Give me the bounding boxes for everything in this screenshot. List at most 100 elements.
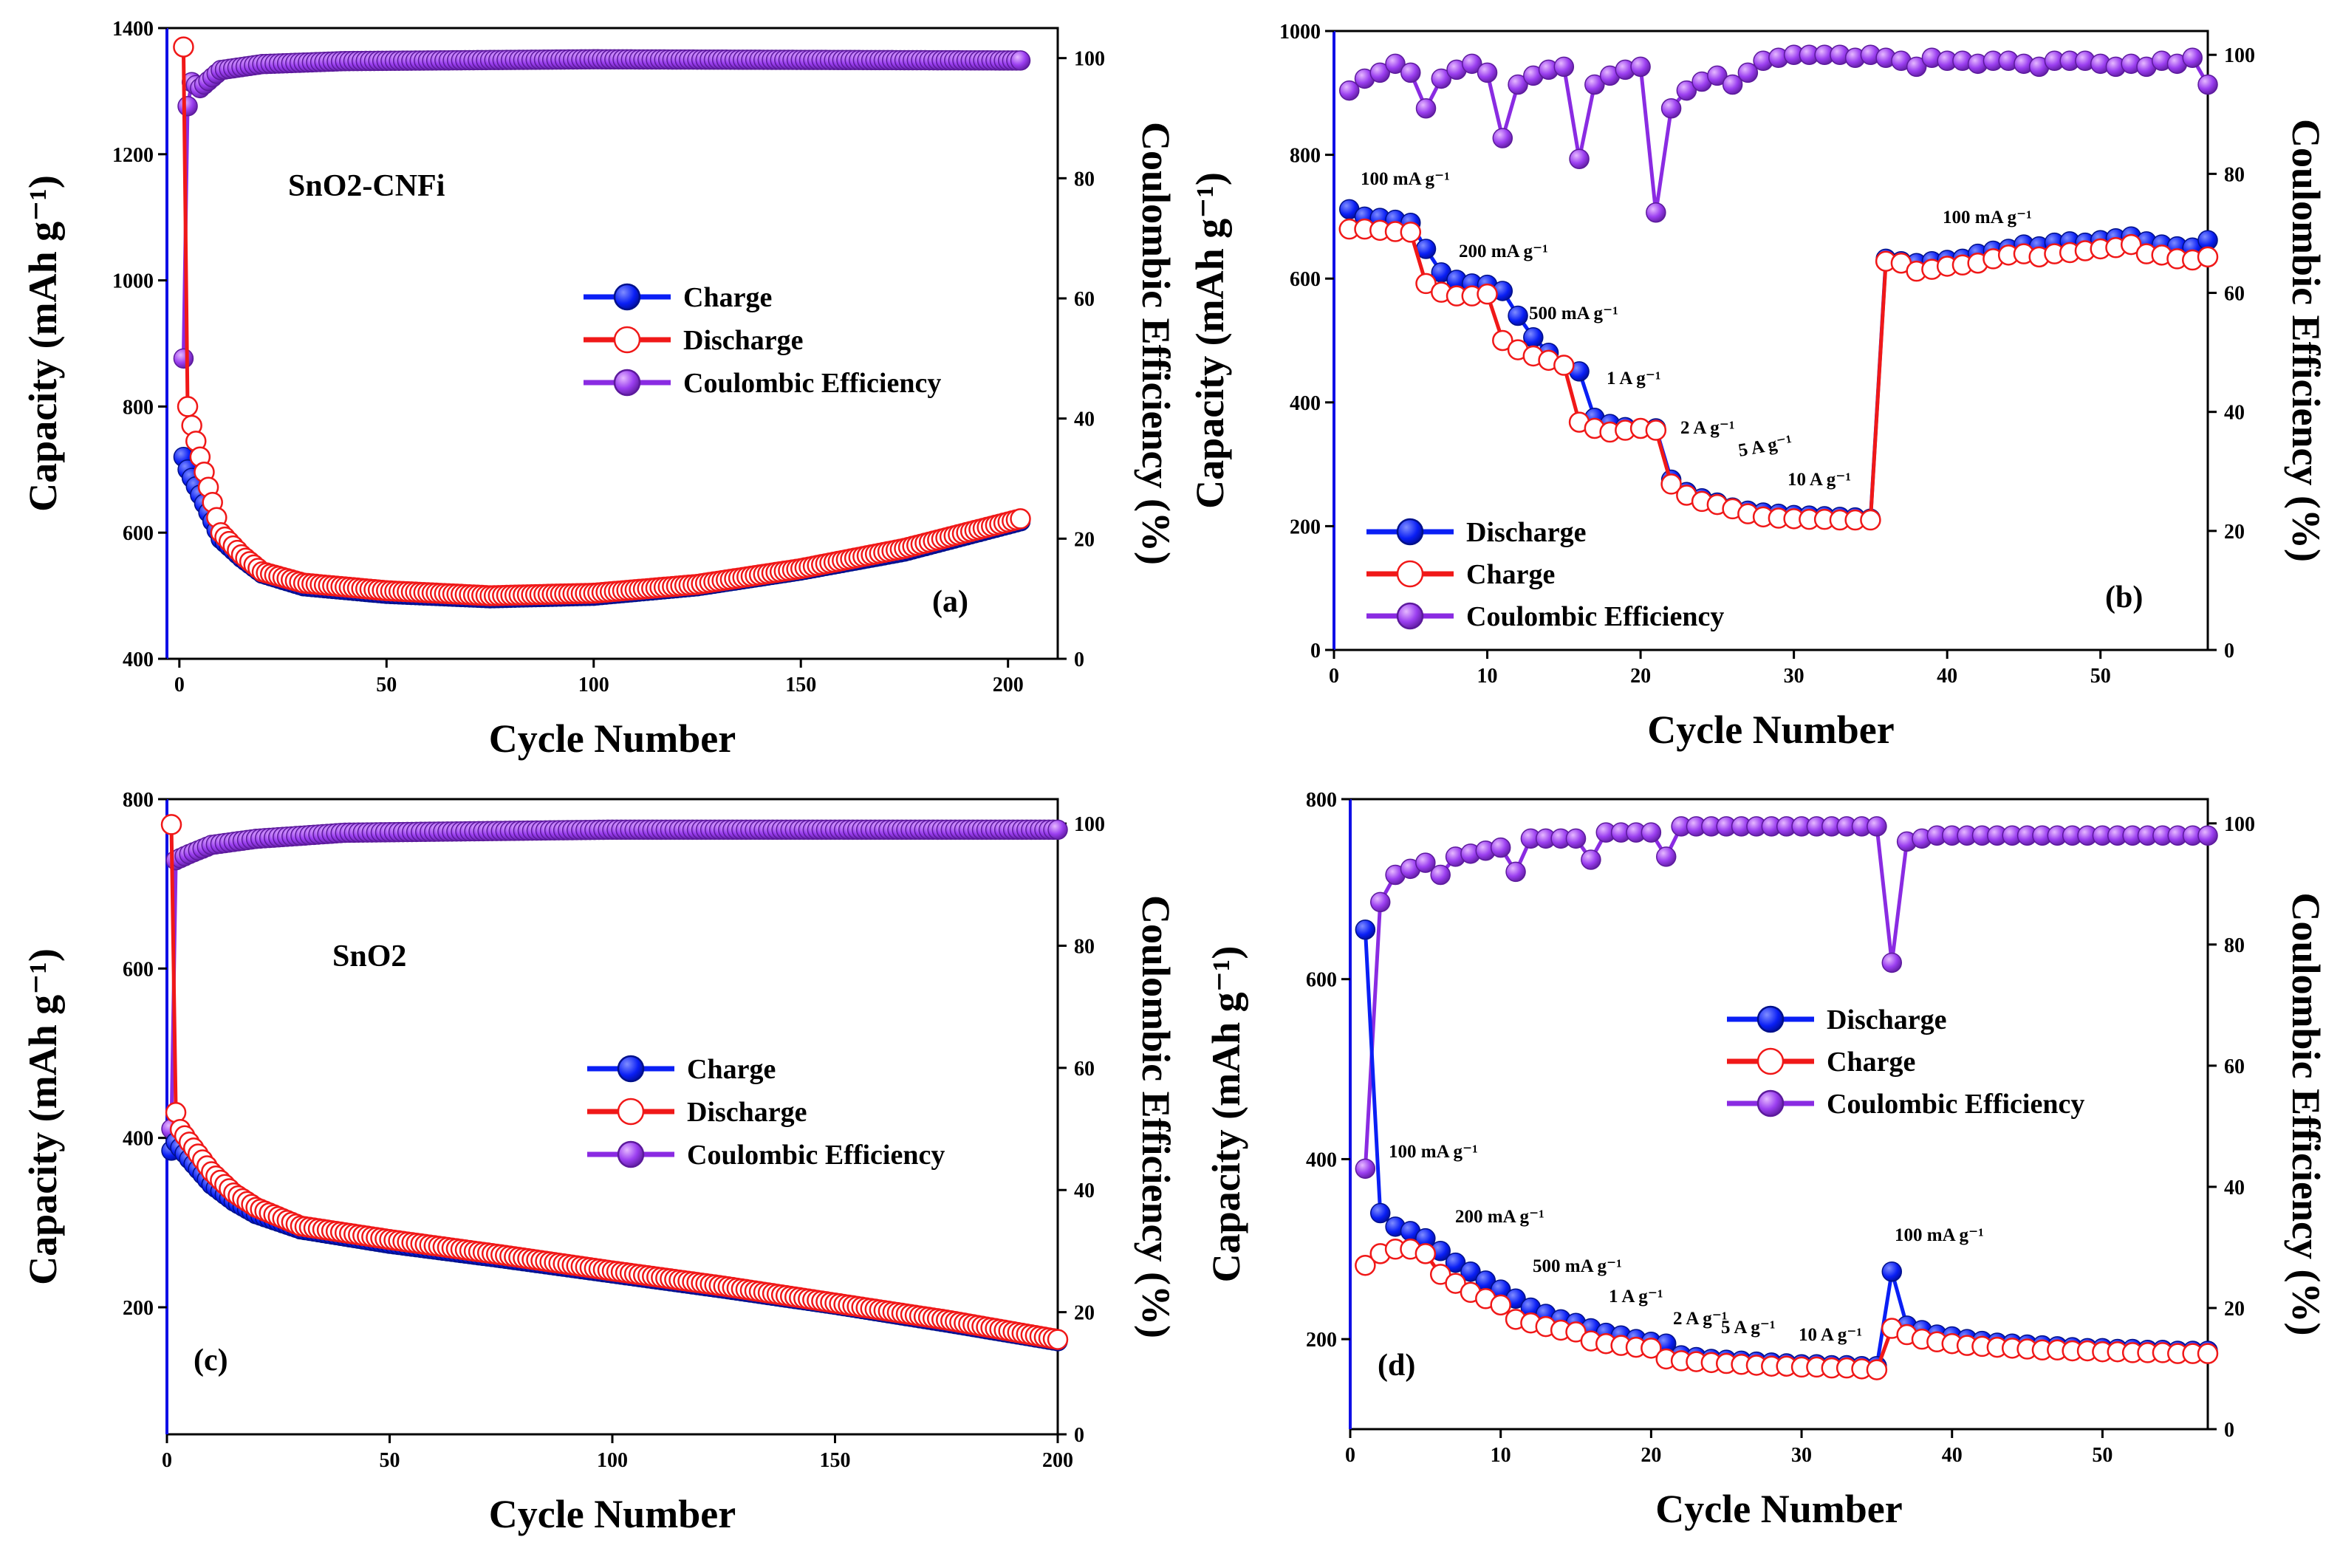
legend-label: Discharge xyxy=(1466,517,1587,548)
rate-annotation: 500 mA g⁻¹ xyxy=(1529,304,1618,323)
x-tick-label: 20 xyxy=(1641,1444,1661,1467)
y2-tick-label: 20 xyxy=(1074,528,1095,551)
y-axis-title: Capacity (mAh g⁻¹) xyxy=(1188,172,1232,509)
ce-point xyxy=(177,95,198,117)
y-axis-title: Capacity (mAh g⁻¹) xyxy=(21,175,65,512)
legend-marker xyxy=(613,326,641,354)
ce-point xyxy=(2197,74,2218,95)
charge-point xyxy=(1355,1254,1376,1276)
panel-b: 0 10 20 30 40 50 0 200 400 600 800 1000 0 20 40 60 80 100… xyxy=(1188,21,2328,752)
legend-label: Charge xyxy=(683,282,772,313)
y-tick-label: 200 xyxy=(1290,516,1321,538)
series-coulombic-efficiency xyxy=(1355,816,2218,1180)
legend-label: Discharge xyxy=(683,325,804,356)
y-tick-label: 1400 xyxy=(112,18,154,41)
legend-label: Coulombic Efficiency xyxy=(1466,601,1724,632)
y2-axis-title: Coulombic Efficiency (%) xyxy=(2284,119,2328,562)
x-tick-label: 100 xyxy=(597,1449,628,1472)
y-axis-title: Capacity (mAh g⁻¹) xyxy=(21,948,65,1285)
x-tick-label: 200 xyxy=(1042,1449,1073,1472)
ce-point xyxy=(1508,74,1528,95)
ce-point xyxy=(1369,62,1391,83)
x-tick-label: 30 xyxy=(1784,665,1804,688)
series-discharge xyxy=(173,36,1031,606)
rate-annotation: 100 mA g⁻¹ xyxy=(1943,208,2032,227)
ce-point xyxy=(1385,53,1406,75)
ce-point xyxy=(1490,837,1511,858)
ce-point xyxy=(1569,148,1590,169)
y2-tick-label: 80 xyxy=(1074,935,1095,958)
series-charge xyxy=(1355,1239,2219,1380)
ce-line xyxy=(1348,52,2210,213)
y2-tick-label: 40 xyxy=(1074,1180,1095,1202)
y2-tick-label: 20 xyxy=(2224,1298,2245,1321)
ce-point xyxy=(173,348,194,369)
y2-tick-label: 0 xyxy=(2224,640,2234,663)
ce-point xyxy=(1707,65,1728,86)
charge-point xyxy=(2197,246,2219,268)
panel-label: (a) xyxy=(932,585,968,619)
y-axis-title: Capacity (mAh g⁻¹) xyxy=(1204,946,1248,1283)
y-tick-label: 600 xyxy=(1306,969,1337,992)
discharge-point xyxy=(1355,919,1376,940)
legend-label: Charge xyxy=(1827,1047,1915,1078)
ce-point xyxy=(1047,819,1068,841)
sample-label: SnO2 xyxy=(332,939,406,973)
legend-label: Coulombic Efficiency xyxy=(683,368,941,399)
legend-label: Charge xyxy=(1466,559,1555,590)
legend-marker xyxy=(613,283,641,311)
charge-point xyxy=(1645,420,1667,441)
panel-label: (d) xyxy=(1378,1349,1415,1383)
discharge-point xyxy=(1881,1261,1903,1282)
charge-point xyxy=(1641,1338,1662,1359)
discharge-point xyxy=(1445,1252,1466,1273)
y2-axis-title: Coulombic Efficiency (%) xyxy=(1134,122,1178,565)
discharge-line xyxy=(181,47,1022,598)
ce-point xyxy=(1400,62,1421,83)
legend-marker xyxy=(617,1055,645,1083)
rate-annotation: 5 A g⁻¹ xyxy=(1721,1318,1776,1338)
legend-label: Charge xyxy=(687,1054,776,1085)
charge-point xyxy=(2120,233,2142,256)
x-tick-label: 0 xyxy=(1345,1444,1355,1467)
y2-axis-title: Coulombic Efficiency (%) xyxy=(1134,895,1178,1338)
legend-label: Discharge xyxy=(1827,1004,1947,1035)
y2-tick-label: 20 xyxy=(1074,1302,1095,1325)
y-tick-label: 600 xyxy=(1290,268,1321,291)
x-tick-label: 200 xyxy=(993,674,1024,696)
panel-c: 0 50 100 150 200 200 400 600 800 0 20 40 60 80 100 Cycl… xyxy=(21,789,1178,1536)
x-axis-title: Cycle Number xyxy=(1647,708,1894,752)
y2-tick-label: 60 xyxy=(1074,1058,1095,1081)
y-tick-label: 800 xyxy=(123,789,154,812)
legend-marker xyxy=(1756,1005,1785,1033)
discharge-point xyxy=(1369,1202,1391,1224)
legend-marker xyxy=(1756,1089,1785,1117)
ce-point xyxy=(1641,822,1662,843)
x-tick-label: 50 xyxy=(2092,1444,2112,1467)
ce-point xyxy=(1646,202,1666,223)
charge-point xyxy=(1477,283,1498,305)
panel-label: (b) xyxy=(2105,581,2143,614)
legend-marker xyxy=(613,369,641,397)
y2-axis-title: Coulombic Efficiency (%) xyxy=(2284,893,2328,1336)
ce-point xyxy=(1565,828,1587,849)
ce-point xyxy=(1722,74,1743,95)
series-coulombic-efficiency xyxy=(161,819,1068,1140)
discharge-point xyxy=(160,814,182,835)
y-tick-label: 1000 xyxy=(112,270,154,293)
ce-point xyxy=(1655,846,1677,867)
y-tick-label: 600 xyxy=(123,958,154,981)
x-axis-title: Cycle Number xyxy=(489,1492,736,1536)
y2-tick-label: 20 xyxy=(2224,521,2245,544)
y-tick-label: 400 xyxy=(123,1128,154,1151)
ce-point xyxy=(1415,98,1437,119)
ce-point xyxy=(1630,56,1651,78)
panel-d: 0 10 20 30 40 50 200 400 600 800 0 20 40 60 80 100 Cycle… xyxy=(1204,789,2328,1531)
ce-point xyxy=(1355,1158,1376,1180)
legend: Charge Discharge Coulombic Efficiency xyxy=(584,282,941,399)
y-tick-label: 600 xyxy=(123,522,154,545)
charge-point xyxy=(1400,222,1422,243)
y2-tick-label: 80 xyxy=(2224,934,2245,957)
ce-line xyxy=(169,827,1058,1129)
y2-tick-label: 40 xyxy=(2224,402,2245,425)
